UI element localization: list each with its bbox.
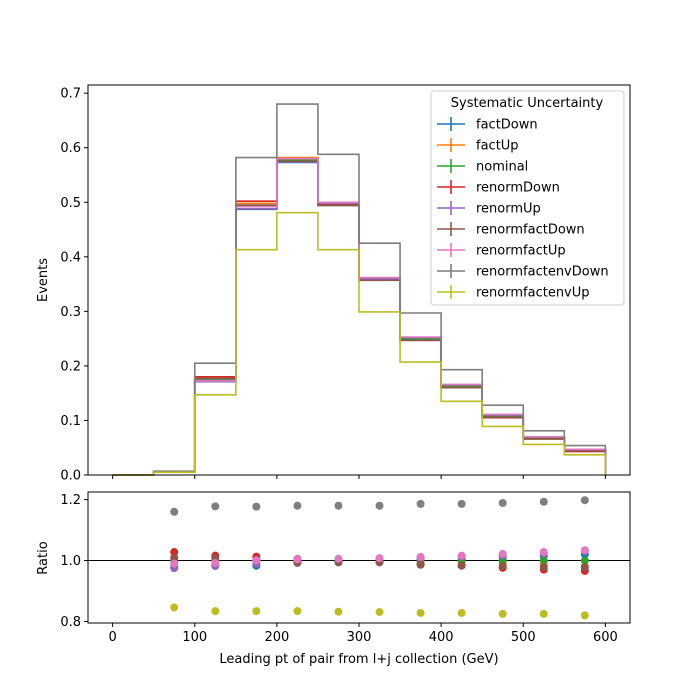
ratio-point-renormfactDown [170, 554, 179, 563]
x-tick-label: 500 [511, 630, 536, 645]
ratio-point-renormfactUp [170, 559, 179, 568]
ratio-panel: 0.8 1.0 1.2 0 100 200 300 400 500 600 Ratio Lead… [36, 491, 631, 667]
ratio-point-renormfactUp [293, 555, 302, 564]
ratio-point-renormfactUp [211, 558, 220, 567]
ratio-point-renormfactUp [498, 549, 507, 558]
main-y-tick-label: 0.3 [60, 305, 81, 320]
ratio-point-renormfactenvUp [375, 608, 384, 617]
ratio-point-renormfactUp [457, 551, 466, 560]
ratio-point-renormfactenvUp [211, 607, 220, 616]
main-x-ticks [112, 475, 606, 479]
ratio-y-tick-label: 1.2 [60, 493, 81, 508]
main-y-tick-label: 0.1 [60, 414, 81, 429]
ratio-point-renormfactenvUp [334, 607, 343, 616]
main-y-tick-label: 0.7 [60, 87, 81, 102]
ratio-point-nominal [539, 556, 548, 565]
main-y-tick-label: 0.2 [60, 359, 81, 374]
x-tick-label: 400 [429, 630, 454, 645]
legend-label-factUp: factUp [476, 139, 519, 154]
ratio-point-renormfactDown [416, 560, 425, 569]
ratio-point-renormDown [170, 548, 179, 557]
main-y-tick-label: 0.0 [60, 469, 81, 484]
ratio-point-renormfactenvDown [416, 499, 425, 508]
ratio-point-renormfactenvUp [457, 608, 466, 617]
ratio-point-renormfactenvDown [293, 501, 302, 510]
ratio-point-renormfactenvDown [375, 501, 384, 510]
ratio-point-renormfactUp [580, 546, 589, 555]
x-tick-label: 0 [108, 630, 116, 645]
main-y-tick-label: 0.4 [60, 250, 81, 265]
ratio-point-renormfactUp [375, 554, 384, 563]
ratio-point-renormfactenvUp [293, 607, 302, 616]
ratio-point-renormfactenvUp [580, 611, 589, 620]
ratio-point-renormfactenvDown [211, 502, 220, 511]
legend-label-renormfactenvUp: renormfactenvUp [476, 286, 590, 301]
ratio-point-renormfactDown [539, 563, 548, 572]
ratio-point-renormfactenvUp [498, 609, 507, 618]
legend-label-renormfactenvDown: renormfactenvDown [476, 265, 609, 280]
ratio-point-renormfactUp [334, 554, 343, 563]
main-y-tick-label: 0.6 [60, 141, 81, 156]
legend-label-nominal: nominal [476, 160, 528, 175]
ratio-point-renormfactenvUp [416, 608, 425, 617]
ratio-point-renormfactenvDown [498, 498, 507, 507]
x-tick-label: 100 [182, 630, 207, 645]
ratio-point-renormfactenvDown [580, 496, 589, 505]
ratio-point-renormfactenvUp [539, 609, 548, 618]
ratio-x-ticks: 0 100 200 300 400 500 600 [108, 623, 618, 645]
ratio-point-renormfactUp [539, 548, 548, 557]
legend-label-renormUp: renormUp [476, 202, 541, 217]
legend-title: Systematic Uncertainty [451, 96, 604, 111]
ratio-point-renormfactDown [457, 561, 466, 570]
legend: Systematic Uncertainty factDown factUp nom… [430, 90, 625, 306]
ratio-y-ticks: 0.8 1.0 1.2 [60, 493, 88, 630]
x-tick-label: 600 [593, 630, 618, 645]
legend-label-factDown: factDown [476, 118, 538, 133]
ratio-y-tick-label: 0.8 [60, 615, 81, 630]
ratio-point-renormfactDown [580, 563, 589, 572]
main-y-ticks: 0.0 0.1 0.2 0.3 0.4 0.5 0.6 0.7 [60, 87, 88, 484]
ratio-point-renormfactUp [416, 552, 425, 561]
ratio-point-renormfactUp [252, 556, 261, 565]
ratio-y-tick-label: 1.0 [60, 554, 81, 569]
ratio-point-renormfactenvDown [457, 499, 466, 508]
ratio-point-renormfactenvDown [170, 507, 179, 516]
legend-label-renormfactDown: renormfactDown [476, 223, 585, 238]
x-tick-label: 200 [264, 630, 289, 645]
legend-label-renormDown: renormDown [476, 181, 560, 196]
ratio-point-renormfactenvDown [334, 501, 343, 510]
ratio-point-renormfactenvUp [170, 603, 179, 612]
legend-box [430, 90, 625, 306]
histogram-series-renormfactenvUp [112, 211, 607, 476]
legend-items: factDown factUp nominal renormDown renormUp r… [437, 117, 609, 301]
ratio-points [170, 496, 589, 620]
main-y-axis-label: Events [36, 258, 51, 302]
ratio-point-renormfactenvDown [539, 497, 548, 506]
histogram-steps [112, 103, 607, 476]
ratio-point-renormfactDown [498, 562, 507, 571]
main-panel: 0.0 0.1 0.2 0.3 0.4 0.5 0.6 0.7 Events Systemat… [36, 84, 631, 484]
ratio-point-renormfactenvUp [252, 607, 261, 616]
main-y-tick-label: 0.5 [60, 196, 81, 211]
ratio-point-nominal [580, 556, 589, 565]
x-tick-label: 300 [347, 630, 372, 645]
ratio-y-axis-label: Ratio [36, 541, 51, 574]
ratio-point-renormfactenvDown [252, 502, 261, 511]
x-axis-label: Leading pt of pair from l+j collection (… [219, 652, 498, 667]
legend-label-renormfactUp: renormfactUp [476, 244, 566, 259]
